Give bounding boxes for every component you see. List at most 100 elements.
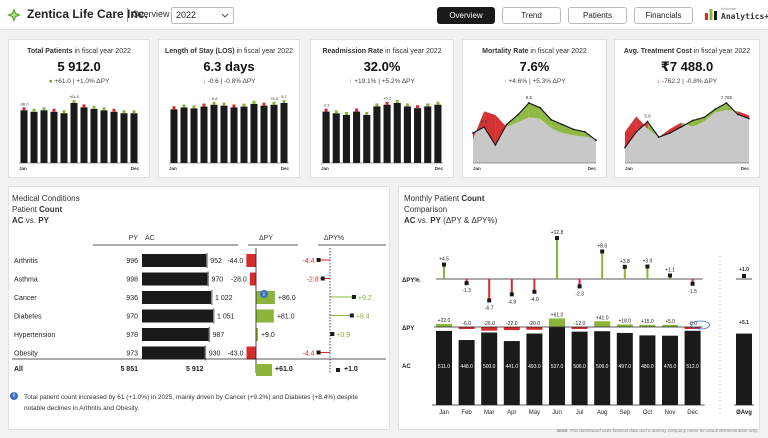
monthly-ac-label: 480.0 <box>641 364 654 370</box>
avg-ac-bar <box>736 333 752 405</box>
monthly-dpyp-head <box>668 273 672 278</box>
monthly-dpy-label: +18.0 <box>618 318 631 324</box>
kpi-title: Readmission Rate in fiscal year 2022 <box>322 48 442 55</box>
monthly-dpy-bar <box>616 324 633 327</box>
kpi-ac-point <box>539 106 541 109</box>
brand-name: Analytics+ <box>721 12 768 21</box>
kpi-bar-label: +5.4 <box>270 96 279 101</box>
kpi-sparkline-chart: 9.0 9.5 Jan Dec <box>472 95 597 171</box>
year-dropdown[interactable]: 2022 <box>171 7 234 24</box>
kpi-card-mortality-rate[interactable]: Mortality Rate in fiscal year 2022 7.6% … <box>462 39 607 178</box>
nav-patients-button[interactable]: Patients <box>568 7 627 24</box>
avg-dpyp-label: +1.0 <box>739 267 749 273</box>
kpi-sparkline-chart: -0.8 +5.4 6.7 Jan Dec <box>169 94 289 171</box>
kpi-bar <box>120 113 128 163</box>
kpi-ac-point <box>680 125 683 128</box>
kpi-card-avg-treatment-cost[interactable]: Avg. Treatment Cost in fiscal year 2022 … <box>614 39 760 178</box>
kpi-bar <box>190 108 198 163</box>
kpi-bar <box>424 106 432 163</box>
kpi-bar-delta-marker <box>324 108 328 112</box>
kpi-card-readmission-rate[interactable]: Readmission Rate in fiscal year 2022 32.… <box>310 39 454 178</box>
monthly-x-label: Apr <box>507 410 516 416</box>
monthly-ac-label: 509.0 <box>596 364 609 370</box>
monthly-dpyp-head <box>600 249 605 254</box>
condition-dpyp-value: -4.4 <box>302 258 314 265</box>
kpi-bar <box>342 115 350 163</box>
total-dpyp-value: +1.0 <box>344 366 358 373</box>
monthly-dpyp-head <box>577 284 582 289</box>
monthly-dpyp-label: -4.0 <box>530 297 539 303</box>
condition-name: Cancer <box>14 295 37 302</box>
kpi-bar-delta-marker <box>202 103 206 107</box>
kpi-bar-delta-marker <box>405 103 409 107</box>
monthly-dpyp-head <box>487 298 492 303</box>
kpi-bar-delta-marker <box>282 100 286 103</box>
monthly-ac-label: 441.0 <box>506 364 519 370</box>
monthly-x-label: Jan <box>439 410 449 416</box>
kpi-bar <box>100 110 108 163</box>
monthly-ac-label: 448.0 <box>460 364 473 370</box>
condition-py-value: 978 <box>126 332 138 339</box>
medical-conditions-panel <box>8 186 390 430</box>
kpi-bar-delta-marker <box>252 100 256 104</box>
kpi-variance-segment <box>562 124 574 136</box>
condition-ac-bar <box>142 291 213 304</box>
condition-py-marker <box>204 345 207 361</box>
kpi-card-total-patients[interactable]: Total Patients in fiscal year 2022 5 912… <box>8 39 150 178</box>
kpi-bar <box>373 106 381 163</box>
nav-financials-button[interactable]: Financials <box>634 7 693 24</box>
monthly-x-label: Oct <box>643 410 653 416</box>
kpi-bar-delta-marker <box>72 100 76 103</box>
monthly-dpyp-head <box>622 264 627 269</box>
info-badge-icon <box>260 290 268 298</box>
monthly-dpyp-label: -1.3 <box>462 288 471 294</box>
kpi-bar-delta-marker <box>375 103 379 107</box>
kpi-card-length-of-stay[interactable]: Length of Stay (LOS) in fiscal year 2022… <box>158 39 300 178</box>
kpi-bar <box>393 103 401 163</box>
kpi-value: ₹7 488.0 <box>660 59 714 74</box>
monthly-dpy-bar <box>571 327 588 329</box>
monthly-dpy-label: +41.0 <box>596 315 609 321</box>
kpi-x-label: Jan <box>625 166 633 171</box>
condition-dpy-value: +86.0 <box>278 295 296 302</box>
monthly-x-label: Dec <box>687 410 698 416</box>
condition-dpyp-value: +9.2 <box>358 295 372 302</box>
monthly-dpy-bar <box>436 323 452 327</box>
monthly-legend: AC vs. PY (ΔPY & ΔPY%) <box>404 216 498 225</box>
kpi-x-label: Jan <box>19 166 27 171</box>
total-ac-value: 5 912 <box>186 366 204 373</box>
row-label-dpy: ΔPY <box>402 326 414 332</box>
kpi-bar-delta-marker <box>416 105 420 109</box>
kpi-bar <box>80 107 88 163</box>
condition-dpy-bar <box>256 309 274 323</box>
condition-py-marker <box>211 290 213 305</box>
total-dpy-bar <box>256 364 272 376</box>
kpi-value: 6.3 days <box>203 59 255 74</box>
kpi-variance-segment <box>517 103 529 123</box>
brand-logo: Infocean Analytics+ <box>704 6 768 25</box>
kpi-sparkline-chart: -36.0 +61.0 Jan Dec <box>19 94 139 171</box>
kpi-title: Mortality Rate in fiscal year 2022 <box>482 48 587 55</box>
monthly-dpyp-label: +3.9 <box>642 259 652 265</box>
condition-py-marker <box>206 253 208 268</box>
kpi-bar-delta-marker <box>355 108 359 112</box>
nav-trend-button[interactable]: Trend <box>502 7 561 24</box>
kpi-ac-point <box>714 108 717 111</box>
kpi-ac-point <box>703 116 705 119</box>
brand-small-text: Infocean <box>721 6 737 11</box>
kpi-bar-delta-marker <box>365 112 369 115</box>
kpi-x-label: Dec <box>741 166 750 171</box>
monthly-ac-bar <box>616 332 633 405</box>
kpi-bar-label: 6.7 <box>281 94 287 99</box>
kpi-ac-point <box>483 126 486 128</box>
condition-dpyp-head <box>330 332 335 336</box>
monthly-ac-label: 512.0 <box>686 364 699 370</box>
monthly-x-label: May <box>529 410 540 416</box>
kpi-bar <box>260 105 268 163</box>
kpi-variance-segment <box>715 103 727 113</box>
condition-ac-bar <box>142 328 210 341</box>
avg-x-label: ØAvg <box>736 410 752 416</box>
nav-overview-button[interactable]: Overview <box>437 7 495 24</box>
kpi-bar-delta-marker <box>426 103 430 107</box>
kpi-bar-delta-marker <box>385 101 389 105</box>
